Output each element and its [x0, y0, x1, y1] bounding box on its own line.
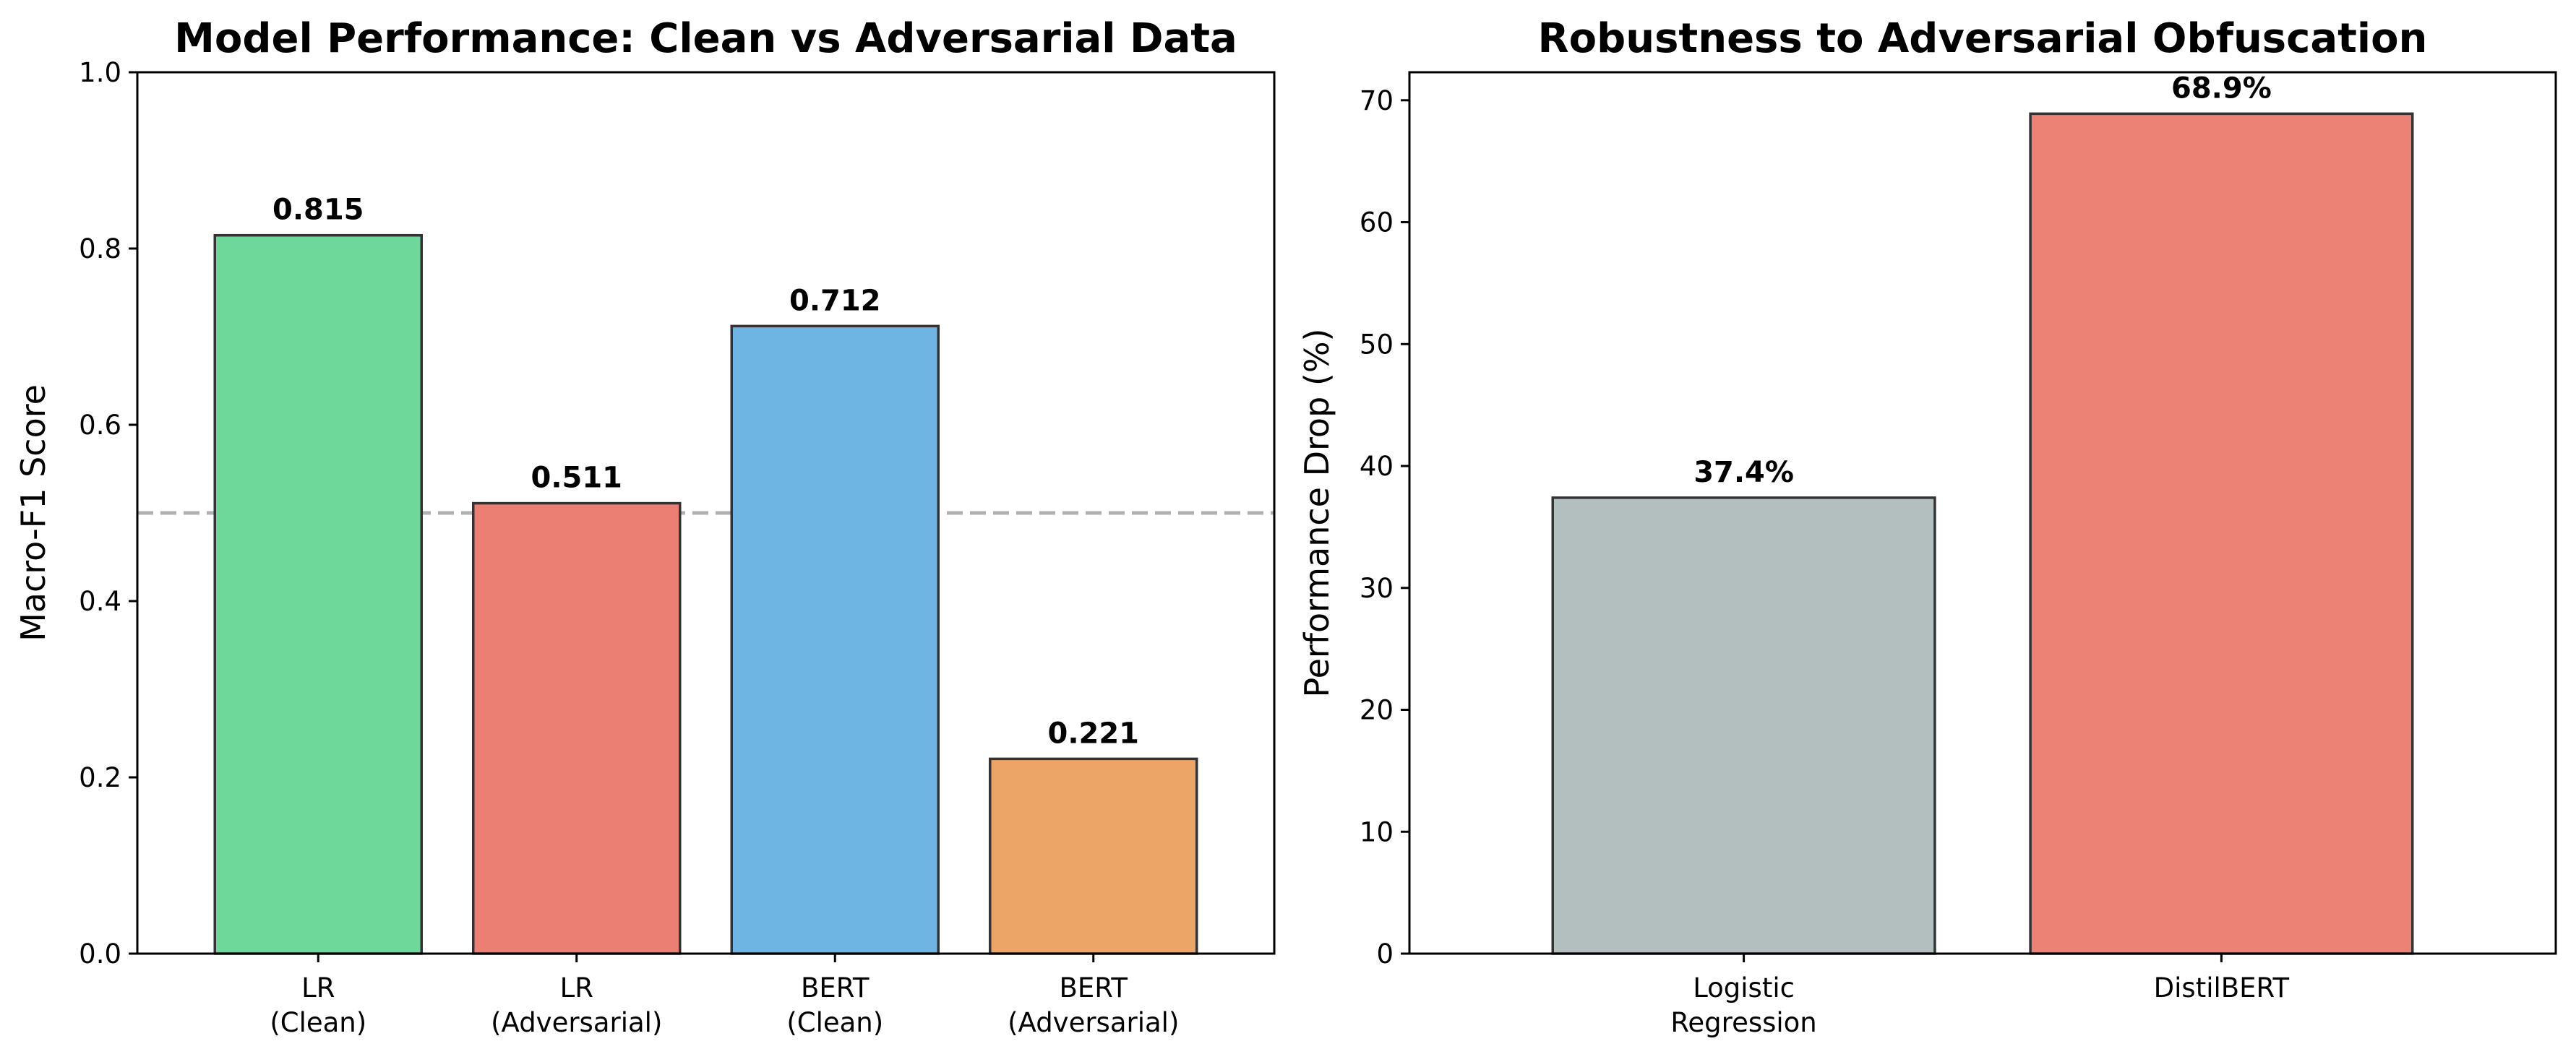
- y-tick-label: 1.0: [79, 57, 121, 88]
- y-tick-label: 0.0: [79, 938, 121, 970]
- y-tick-label: 0.8: [79, 233, 121, 264]
- data-label: 0.815: [272, 194, 364, 227]
- bar: [730, 324, 940, 955]
- y-tick-label: 0.6: [79, 410, 121, 441]
- x-tick-label: LR: [560, 972, 593, 1003]
- bar: [1551, 496, 1936, 955]
- data-label: 0.511: [531, 462, 622, 495]
- y-tick-label: 60: [1360, 207, 1394, 238]
- x-tick-label: (Adversarial): [491, 1007, 662, 1038]
- x-tick-label: BERT: [801, 972, 870, 1003]
- data-label: 0.712: [789, 284, 881, 317]
- chart-title: Robustness to Adversarial Obfuscation: [1538, 15, 2428, 62]
- y-axis-label: Performance Drop (%): [1297, 328, 1336, 697]
- chart-performance-drop: Robustness to Adversarial Obfuscation Per…: [1297, 15, 2557, 1038]
- x-tick-label: BERT: [1060, 972, 1128, 1003]
- x-tick-label: Regression: [1670, 1007, 1816, 1038]
- chart-macro-f1-scores: Model Performance: Clean vs Adversarial …: [14, 15, 1276, 1038]
- y-tick-label: 10: [1360, 816, 1394, 847]
- x-tick-label: (Clean): [270, 1007, 366, 1038]
- x-tick-label: DistilBERT: [2154, 972, 2290, 1003]
- bar: [213, 233, 423, 955]
- x-tick-label: Logistic: [1693, 972, 1795, 1003]
- y-tick-label: 20: [1360, 695, 1394, 726]
- y-tick-label: 0.4: [79, 586, 121, 617]
- data-label: 0.221: [1047, 717, 1139, 750]
- y-tick-label: 70: [1360, 85, 1394, 116]
- chart-title: Model Performance: Clean vs Adversarial …: [174, 15, 1237, 62]
- y-tick-label: 0: [1376, 938, 1394, 970]
- data-label: 68.9%: [2171, 72, 2272, 105]
- bar: [472, 501, 682, 955]
- bar: [989, 757, 1198, 955]
- y-axis-label: Macro-F1 Score: [14, 384, 53, 642]
- data-label: 37.4%: [1693, 456, 1794, 489]
- plot-frame: [1408, 71, 2557, 955]
- x-tick-label: (Adversarial): [1008, 1007, 1179, 1038]
- plot-frame: [136, 71, 1276, 955]
- x-tick-label: (Clean): [786, 1007, 883, 1038]
- bar: [2029, 112, 2414, 955]
- x-tick-label: LR: [301, 972, 335, 1003]
- y-tick-label: 30: [1360, 573, 1394, 604]
- y-tick-label: 0.2: [79, 762, 121, 793]
- y-tick-label: 40: [1360, 451, 1394, 482]
- y-tick-label: 50: [1360, 329, 1394, 360]
